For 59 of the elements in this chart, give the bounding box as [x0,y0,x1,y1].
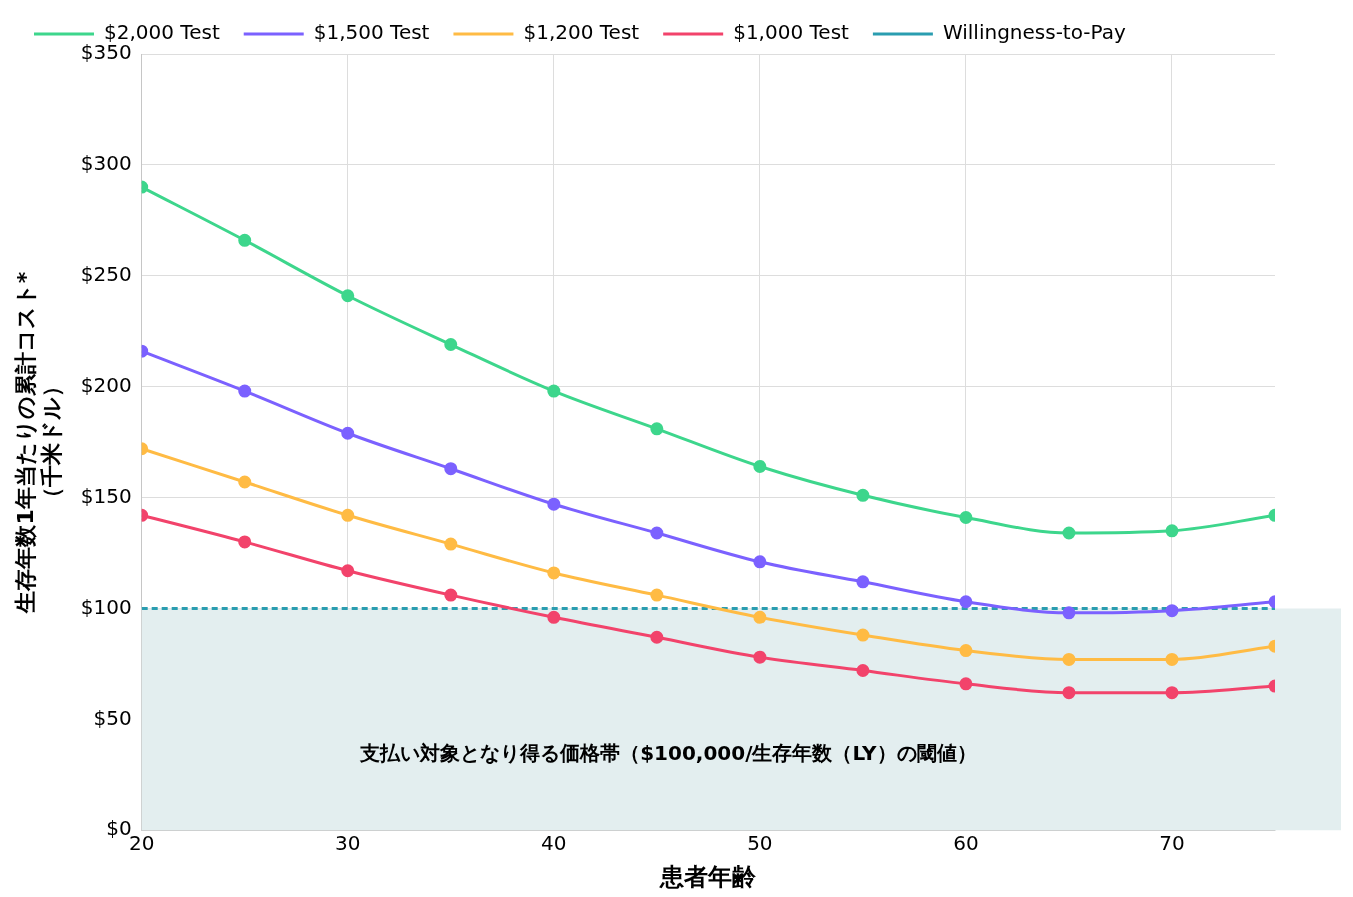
legend-label: Willingness-to-Pay [942,20,1126,45]
point [547,566,561,580]
point [444,588,458,602]
point [856,488,870,502]
point [1165,652,1179,666]
y-tick-label: $250 [80,261,132,286]
point [1062,652,1076,666]
y-tick-label: $150 [80,483,132,508]
y-tick-label: $300 [80,151,132,176]
point [1062,526,1076,540]
point [856,628,870,642]
legend-label: $2,000 Test [104,20,220,45]
point [959,677,973,691]
point [547,610,561,624]
y-tick-label: $100 [80,594,132,619]
point [444,537,458,551]
x-tick-label: 30 [335,831,361,856]
point [959,595,973,609]
point [753,610,767,624]
legend-label: $1,200 Test [523,20,640,45]
point [341,426,355,440]
point [753,650,767,664]
y-tick-label: $50 [93,705,132,730]
x-tick-label: 40 [541,831,567,856]
point [1062,686,1076,700]
point [650,422,664,436]
point [238,475,252,489]
point [444,338,458,352]
x-tick-label: 50 [747,831,773,856]
point [238,535,252,549]
point [959,511,973,524]
point [547,384,561,398]
point [856,575,870,589]
point [856,664,870,678]
x-tick-label: 70 [1159,831,1185,856]
point [753,460,767,473]
point [650,630,664,644]
point [341,508,355,522]
point [959,644,973,658]
legend-label: $1,000 Test [733,20,850,45]
point [650,526,664,540]
point [444,462,458,476]
point [1062,606,1076,620]
point [650,588,664,602]
point [238,233,252,247]
point [753,555,767,569]
point [547,497,561,511]
point [341,564,355,578]
point [341,289,355,303]
legend-label: $1,500 Test [313,20,430,45]
point [1165,604,1179,618]
y-tick-label: $200 [80,372,132,397]
x-tick-label: 60 [953,831,979,856]
point [1165,686,1179,700]
point [238,384,252,398]
band-label: 支払い対象となり得る価格帯（$100,000/生存年数（LY）の閾値） [359,741,977,765]
point [1165,524,1179,538]
y-axis-title: 生存年数1年当たりの累計コスト* （千米ドル） [12,271,65,614]
x-axis-title: 患者年齢 [659,862,758,891]
